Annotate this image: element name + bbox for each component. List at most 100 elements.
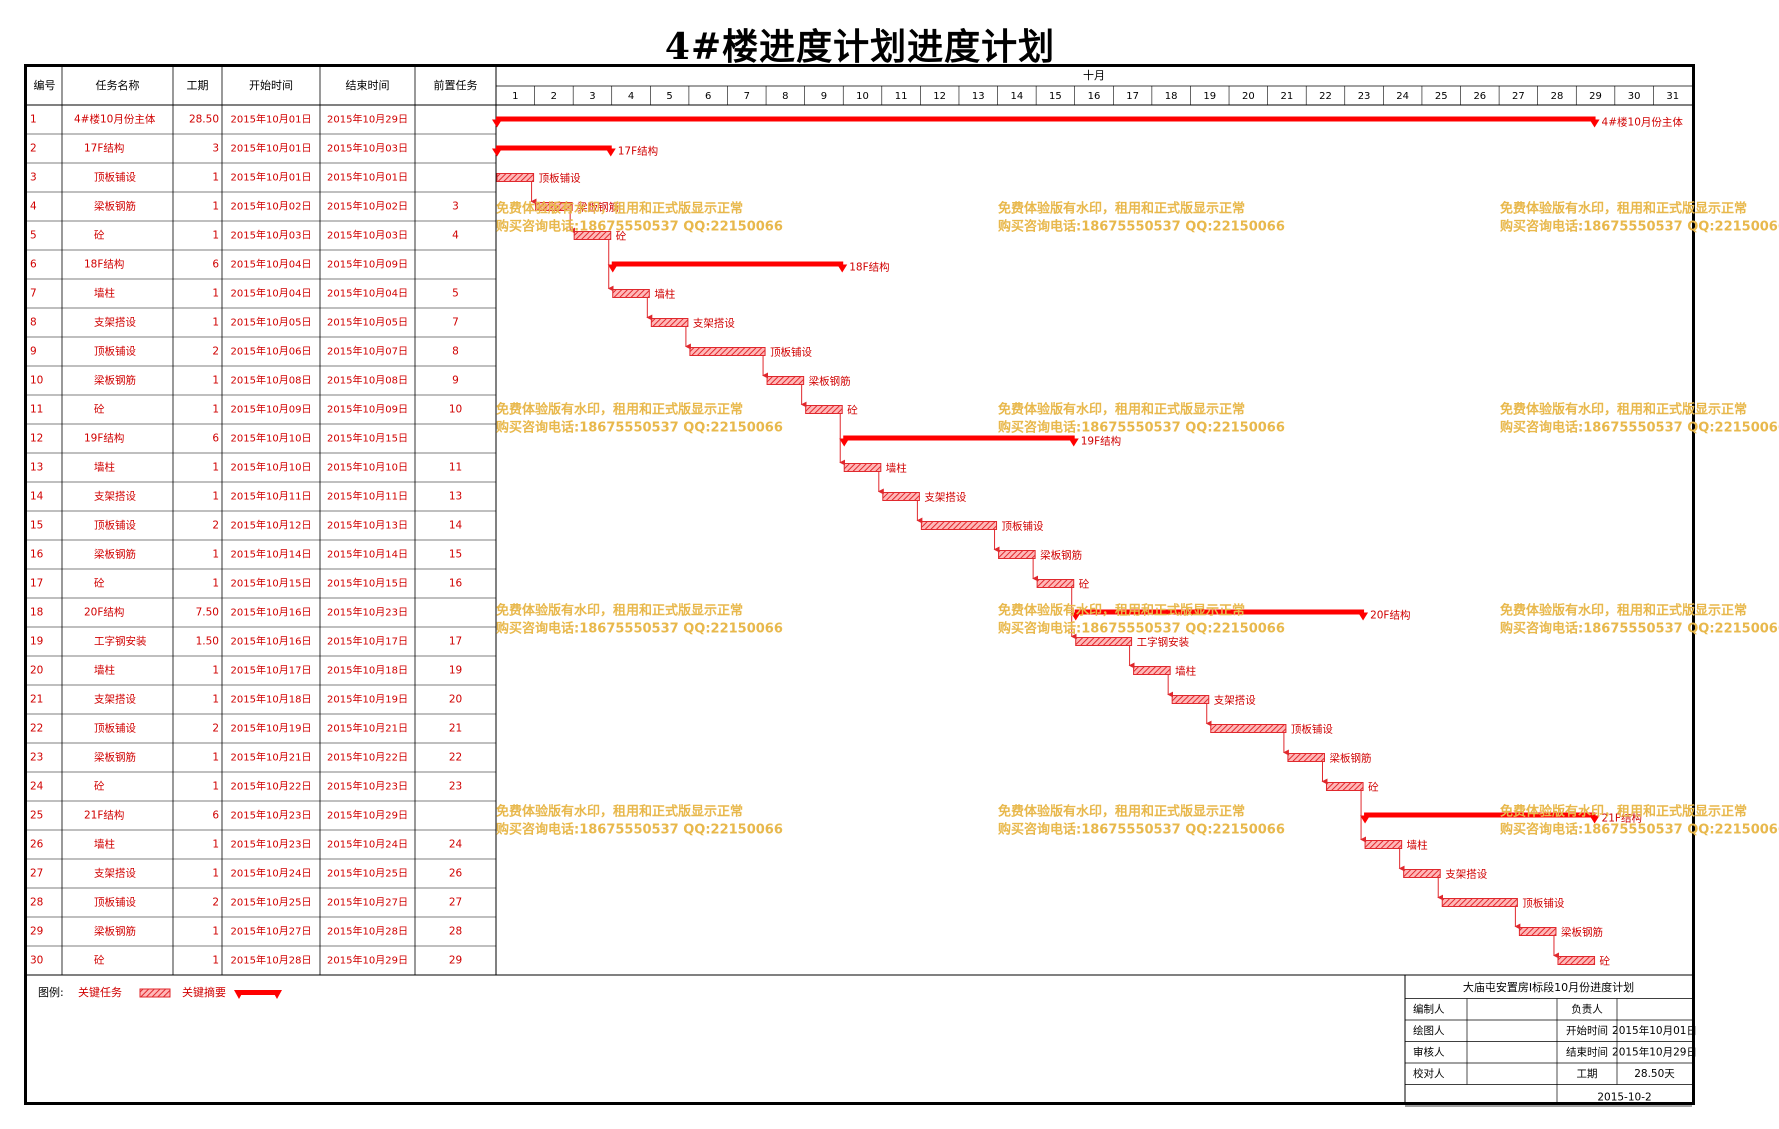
cell-duration: 7.50 (196, 607, 219, 619)
cell-predecessor: 26 (449, 868, 463, 880)
cell-predecessor: 3 (452, 201, 459, 213)
table-row: 1 4#楼10月份主体 28.50 2015年10月01日 2015年10月29日 (30, 113, 408, 126)
day-label-10: 10 (856, 91, 869, 102)
title-block-label2: 工期 (1577, 1068, 1598, 1080)
day-label-20: 20 (1242, 91, 1255, 102)
watermark-line2: 购买咨询电话:18675550537 QQ:22150066 (1500, 420, 1779, 436)
table-row: 7 墙柱 1 2015年10月04日 2015年10月04日 5 (30, 287, 459, 300)
table-row: 24 砼 1 2015年10月22日 2015年10月23日 23 (30, 780, 462, 793)
cell-id: 18 (30, 607, 43, 619)
cell-start: 2015年10月05日 (231, 316, 312, 329)
day-label-26: 26 (1473, 91, 1486, 102)
cell-id: 26 (30, 839, 44, 851)
cell-end: 2015年10月17日 (327, 635, 408, 648)
cell-end: 2015年10月08日 (327, 374, 408, 387)
cell-end: 2015年10月21日 (327, 722, 408, 735)
legend-summary-cap-left (234, 990, 244, 999)
cell-duration: 1 (212, 868, 219, 880)
cell-predecessor: 15 (449, 549, 462, 561)
cell-end: 2015年10月03日 (327, 142, 408, 155)
summary-start-cap (839, 438, 850, 447)
task-bar (805, 405, 843, 414)
cell-name: 18F结构 (84, 258, 124, 271)
cell-name: 砼 (94, 229, 105, 242)
cell-start: 2015年10月15日 (231, 577, 312, 590)
summary-bar (611, 261, 844, 267)
cell-id: 22 (30, 723, 43, 735)
cell-start: 2015年10月14日 (231, 548, 312, 561)
table-row: 21 支架搭设 1 2015年10月18日 2015年10月19日 20 (30, 693, 462, 706)
cell-start: 2015年10月09日 (231, 403, 312, 416)
cell-end: 2015年10月29日 (327, 954, 408, 967)
task-bar (882, 492, 920, 501)
day-label-12: 12 (933, 91, 946, 102)
title-block-label2: 开始时间 (1566, 1024, 1608, 1037)
cell-predecessor: 29 (449, 955, 462, 967)
cell-end: 2015年10月14日 (327, 548, 408, 561)
bar-label: 支架搭设 (1214, 694, 1256, 707)
cell-id: 12 (30, 433, 43, 445)
legend: 图例: 关键任务 关键摘要 (38, 985, 282, 999)
cell-end: 2015年10月29日 (327, 113, 408, 126)
cell-start: 2015年10月16日 (231, 606, 312, 619)
cell-start: 2015年10月21日 (231, 751, 312, 764)
cell-id: 14 (30, 491, 44, 503)
cell-id: 7 (30, 288, 37, 300)
cell-end: 2015年10月22日 (327, 751, 408, 764)
cell-name: 支架搭设 (94, 316, 136, 329)
cell-predecessor: 22 (449, 752, 462, 764)
cell-name: 墙柱 (94, 664, 115, 677)
table-grid (27, 67, 1692, 976)
cell-duration: 2 (212, 346, 219, 358)
cell-predecessor: 24 (449, 839, 463, 851)
cell-duration: 1 (212, 549, 219, 561)
day-label-16: 16 (1088, 91, 1101, 102)
cell-name: 墙柱 (94, 461, 115, 474)
cell-id: 19 (30, 636, 43, 648)
task-bar (689, 347, 766, 356)
bar-label: 支架搭设 (924, 491, 966, 504)
cell-duration: 1 (212, 578, 219, 590)
cell-start: 2015年10月17日 (231, 664, 312, 677)
bar-label: 梁板钢筋 (1561, 926, 1603, 939)
cell-predecessor: 7 (452, 317, 459, 329)
cell-start: 2015年10月04日 (231, 287, 312, 300)
cell-end: 2015年10月19日 (327, 693, 408, 706)
watermark-line1: 免费体验版有水印，租用和正式版显示正常 (496, 804, 743, 820)
column-header-6: 前置任务 (434, 78, 478, 92)
day-label-29: 29 (1589, 91, 1602, 102)
table-row: 5 砼 1 2015年10月03日 2015年10月03日 4 (30, 229, 459, 242)
cell-id: 28 (30, 897, 43, 909)
day-label-4: 4 (628, 91, 634, 102)
cell-start: 2015年10月22日 (231, 780, 312, 793)
summary-bar (843, 435, 1075, 441)
summary-start-cap (1360, 815, 1371, 824)
cell-end: 2015年10月18日 (327, 664, 408, 677)
watermark-line1: 免费体验版有水印，租用和正式版显示正常 (496, 603, 743, 619)
cell-id: 9 (30, 346, 37, 358)
cell-id: 20 (30, 665, 43, 677)
cell-name: 支架搭设 (94, 867, 136, 880)
cell-name: 19F结构 (84, 432, 124, 445)
bar-label: 20F结构 (1370, 609, 1410, 622)
task-bar (1441, 898, 1518, 907)
watermark-line2: 购买咨询电话:18675550537 QQ:22150066 (1500, 822, 1779, 838)
cell-predecessor: 21 (449, 723, 462, 735)
cell-name: 墙柱 (94, 838, 115, 851)
watermark-line1: 免费体验版有水印，租用和正式版显示正常 (998, 201, 1245, 217)
cell-predecessor: 20 (449, 694, 462, 706)
bar-label: 顶板铺设 (1291, 723, 1333, 736)
cell-id: 15 (30, 520, 43, 532)
task-bar (1325, 782, 1364, 791)
bar-label: 梁板钢筋 (1040, 549, 1082, 562)
title-block-value2: 28.50天 (1634, 1068, 1675, 1080)
table-row: 22 顶板铺设 2 2015年10月19日 2015年10月21日 21 (30, 722, 462, 735)
watermark-line1: 免费体验版有水印，租用和正式版显示正常 (1500, 603, 1747, 619)
table-row: 16 梁板钢筋 1 2015年10月14日 2015年10月14日 15 (30, 548, 462, 561)
table-row: 25 21F结构 6 2015年10月23日 2015年10月29日 (30, 809, 408, 822)
cell-name: 21F结构 (84, 809, 124, 822)
